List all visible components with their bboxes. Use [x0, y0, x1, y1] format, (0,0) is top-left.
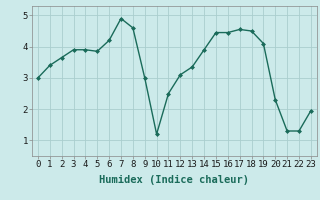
X-axis label: Humidex (Indice chaleur): Humidex (Indice chaleur) [100, 175, 249, 185]
